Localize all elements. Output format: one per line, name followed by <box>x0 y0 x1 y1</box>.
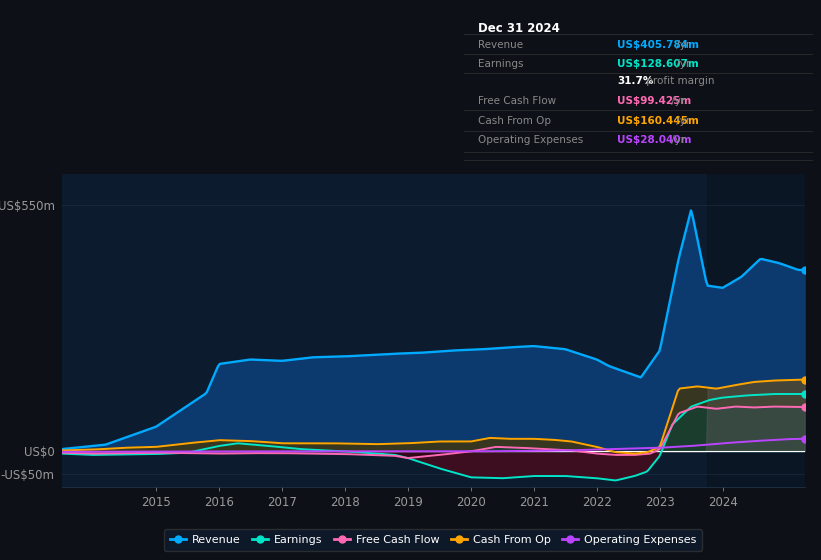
Text: Earnings: Earnings <box>478 59 523 69</box>
Text: /yr: /yr <box>673 59 690 69</box>
Text: US$28.040m: US$28.040m <box>617 136 692 146</box>
Text: /yr: /yr <box>668 96 686 106</box>
Text: Dec 31 2024: Dec 31 2024 <box>478 22 560 35</box>
Text: 31.7%: 31.7% <box>617 76 654 86</box>
Text: /yr: /yr <box>673 40 690 50</box>
Text: US$99.425m: US$99.425m <box>617 96 691 106</box>
Text: /yr: /yr <box>668 136 686 146</box>
Text: /yr: /yr <box>673 116 690 127</box>
Text: profit margin: profit margin <box>643 76 714 86</box>
Text: US$405.784m: US$405.784m <box>617 40 699 50</box>
Text: Revenue: Revenue <box>478 40 523 50</box>
Text: Cash From Op: Cash From Op <box>478 116 551 127</box>
Text: US$128.607m: US$128.607m <box>617 59 699 69</box>
Text: Operating Expenses: Operating Expenses <box>478 136 583 146</box>
Text: US$160.445m: US$160.445m <box>617 116 699 127</box>
Bar <box>707 174 805 487</box>
Legend: Revenue, Earnings, Free Cash Flow, Cash From Op, Operating Expenses: Revenue, Earnings, Free Cash Flow, Cash … <box>164 529 702 550</box>
Text: Free Cash Flow: Free Cash Flow <box>478 96 556 106</box>
